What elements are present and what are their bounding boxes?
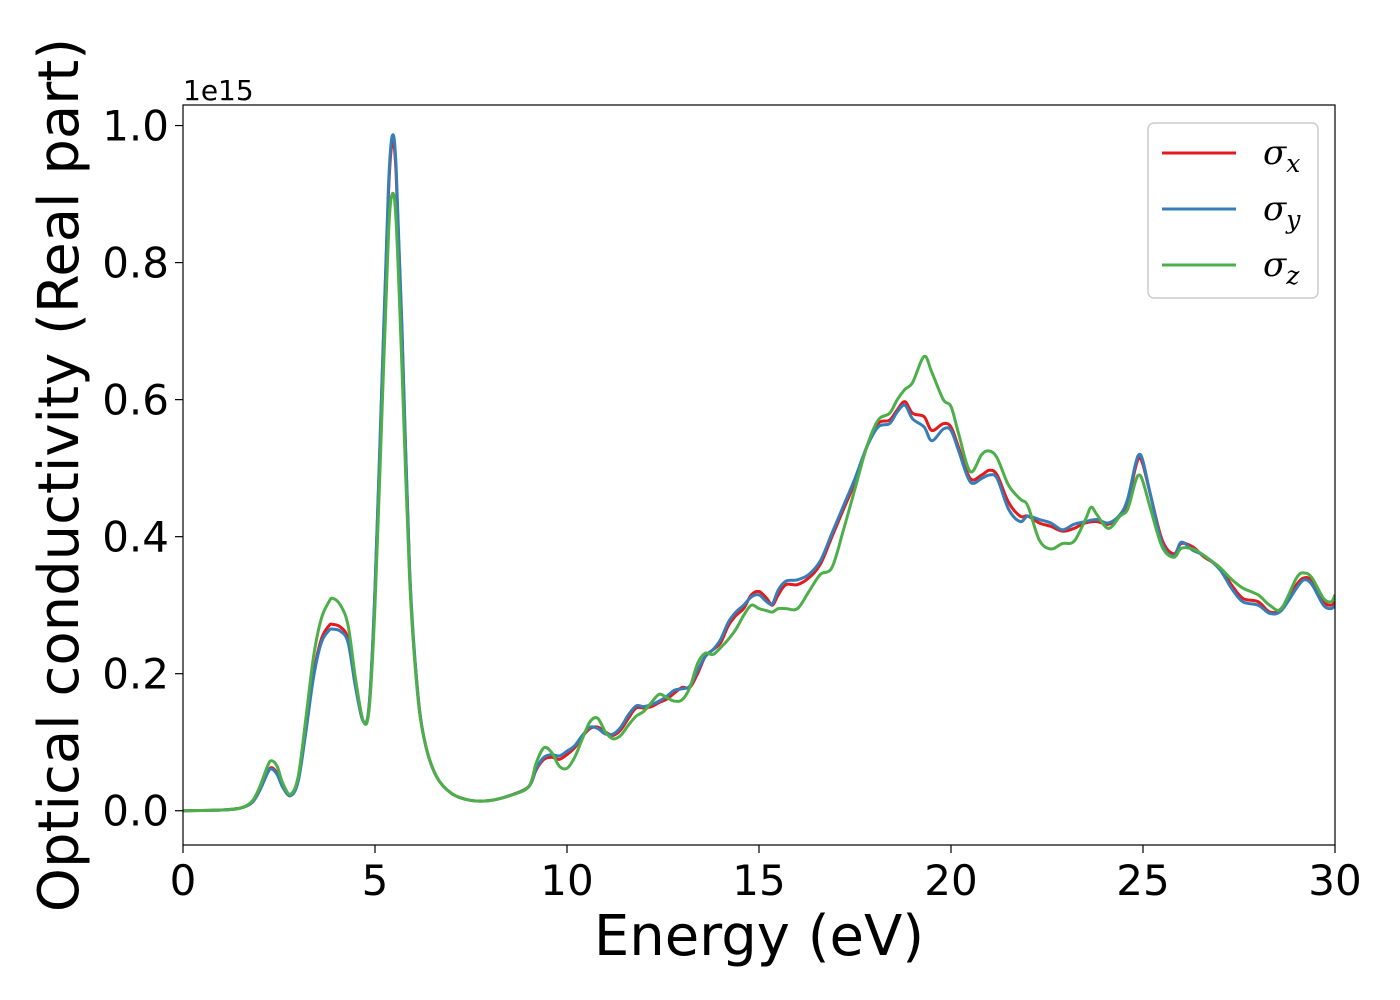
legend-label-z: σz [1263,245,1300,290]
series-layer [183,133,1335,813]
x-axis: 0 5 10 15 20 25 30 [170,845,1362,905]
legend: σx σy σz [1147,122,1319,299]
x-tick-label: 15 [732,856,785,905]
x-tick-label: 0 [170,856,197,905]
x-axis-label: Energy (eV) [594,904,924,969]
y-tick-label: 1.0 [102,102,169,151]
y-axis: 0.0 0.2 0.4 0.6 0.8 1.0 [102,102,183,836]
y-tick-label: 0.6 [102,376,169,425]
x-tick-label: 25 [1116,856,1169,905]
y-offset-text: 1e15 [183,74,254,107]
y-axis-label: Optical conductivity (Real part) [27,38,92,912]
legend-label-x: σx [1263,133,1300,178]
y-tick-label: 0.2 [102,650,169,699]
y-tick-label: 0.0 [102,787,169,836]
x-tick-label: 10 [540,856,593,905]
x-tick-label: 30 [1308,856,1361,905]
y-tick-label: 0.4 [102,513,169,562]
y-tick-label: 0.8 [102,239,169,288]
x-tick-label: 20 [924,856,977,905]
series-line-z [183,191,1335,813]
legend-label-y: σy [1263,189,1301,234]
x-tick-label: 5 [362,856,389,905]
